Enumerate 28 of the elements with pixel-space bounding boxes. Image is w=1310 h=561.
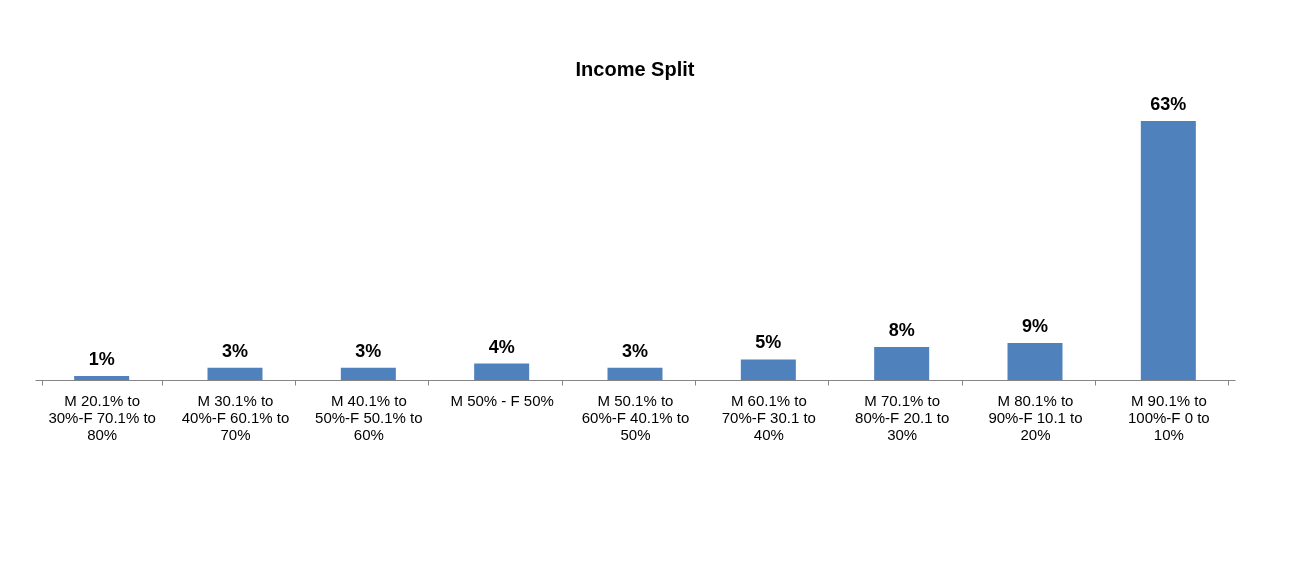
bar [1140, 121, 1196, 380]
x-tick-label: M 30.1% to 40%-F 60.1% to 70% [181, 391, 290, 443]
data-label: 8% [888, 320, 915, 341]
bar [474, 363, 530, 380]
data-label: 4% [488, 336, 515, 357]
x-tick-label: M 60.1% to 70%-F 30.1 to 40% [721, 391, 816, 443]
data-label: 5% [755, 332, 782, 353]
bar [340, 367, 396, 380]
x-tick-label: M 70.1% to 80%-F 20.1 to 30% [855, 391, 950, 443]
bar [607, 367, 663, 380]
bar [1007, 343, 1063, 380]
data-label: 3% [621, 340, 649, 361]
data-label: 3% [221, 340, 249, 361]
x-tick-label: M 50% - F 50% [450, 391, 554, 409]
data-label: 63% [1150, 94, 1187, 115]
chart-title: Income Split [575, 58, 695, 80]
x-tick-label: M 90.1% to 100%-F 0 to 10% [1127, 391, 1210, 443]
x-tick-label: M 40.1% to 50%-F 50.1% to 60% [315, 391, 423, 443]
bar [874, 347, 930, 380]
data-label: 9% [1021, 316, 1049, 337]
bar [74, 375, 130, 380]
data-label: 3% [355, 340, 382, 361]
bar [207, 367, 263, 380]
x-tick-label: M 80.1% to 90%-F 10.1 to 20% [988, 391, 1083, 443]
data-label: 1% [88, 348, 115, 369]
bar [740, 359, 796, 380]
x-tick-label: M 20.1% to 30%-F 70.1% to 80% [48, 391, 156, 443]
x-tick-label: M 50.1% to 60%-F 40.1% to 50% [581, 391, 690, 443]
